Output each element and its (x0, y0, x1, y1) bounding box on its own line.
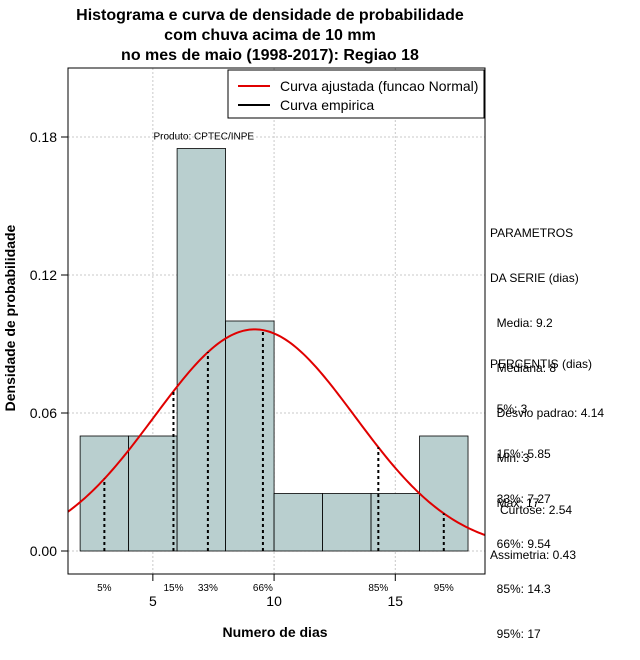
legend-label: Curva empirica (280, 97, 374, 113)
histogram-bar (322, 493, 372, 552)
param-media: Media: 9.2 (490, 316, 553, 330)
percentile-label: 15% (163, 583, 183, 594)
histogram-bar (273, 493, 323, 552)
param-min: Min: 3 (490, 451, 530, 465)
histogram-bar (128, 435, 178, 552)
x-tick-label: 10 (266, 593, 282, 609)
percentile-33: 33%: 7.27 (490, 492, 551, 506)
series-parameters-panel: PARAMETROS DA SERIE (dias) Media: 9.2 Me… (490, 196, 604, 526)
histogram-bar (419, 435, 469, 552)
percentile-5: 5%: 3 (490, 402, 528, 416)
histogram-bar (225, 320, 275, 552)
percentile-label: 5% (97, 583, 112, 594)
legend-box (227, 69, 485, 119)
y-axis-label: Densidade de probabilidade (2, 224, 18, 412)
chart-title-line-3: no mes de maio (1998-2017): Regiao 18 (121, 47, 419, 64)
percentiles-panel: PERCENTIS (dias) 5%: 3 15%: 5.85 33%: 7.… (490, 327, 592, 657)
params-header-2: DA SERIE (dias) (490, 271, 579, 285)
x-axis-label: Numero de dias (222, 624, 328, 640)
stat-curtose: Curtose: 2.54 (490, 503, 573, 517)
histogram-bar (370, 493, 420, 552)
normal-density-curve (67, 328, 486, 537)
x-tick-label: 15 (388, 593, 404, 609)
histogram-bar (176, 148, 226, 552)
percentile-label: 95% (434, 583, 454, 594)
product-label: Produto: CPTEC/INPE (153, 131, 254, 142)
param-max: Max: 17 (490, 496, 540, 510)
shape-stats-panel: Curtose: 2.54 Assimetria: 0.43 (490, 473, 576, 578)
histogram-bar (79, 435, 130, 552)
param-desvio: Desvio padrao: 4.14 (490, 406, 605, 420)
percentile-label: 66% (253, 583, 273, 594)
percentiles-header: PERCENTIS (dias) (490, 357, 593, 371)
percentile-label: 33% (198, 583, 218, 594)
params-header-1: PARAMETROS (490, 226, 574, 240)
plot-frame (67, 67, 486, 575)
y-tick-label: 0.00 (30, 543, 57, 559)
legend-label: Curva ajustada (funcao Normal) (280, 78, 478, 94)
stat-assimetria: Assimetria: 0.43 (490, 548, 577, 562)
chart-title-line-1: Histograma e curva de densidade de proba… (76, 7, 464, 24)
x-tick-label: 5 (149, 593, 157, 609)
percentile-label: 85% (368, 583, 388, 594)
param-mediana: Mediana: 8 (490, 361, 557, 375)
percentile-85: 85%: 14.3 (490, 582, 551, 596)
y-tick-label: 0.06 (30, 405, 57, 421)
percentile-95: 95%: 17 (490, 627, 541, 641)
chart-title-line-2: com chuva acima de 10 mm (164, 27, 376, 44)
percentile-15: 15%: 5.85 (490, 447, 551, 461)
percentile-66: 66%: 9.54 (490, 537, 551, 551)
y-tick-label: 0.12 (30, 267, 57, 283)
y-tick-label: 0.18 (30, 129, 57, 145)
